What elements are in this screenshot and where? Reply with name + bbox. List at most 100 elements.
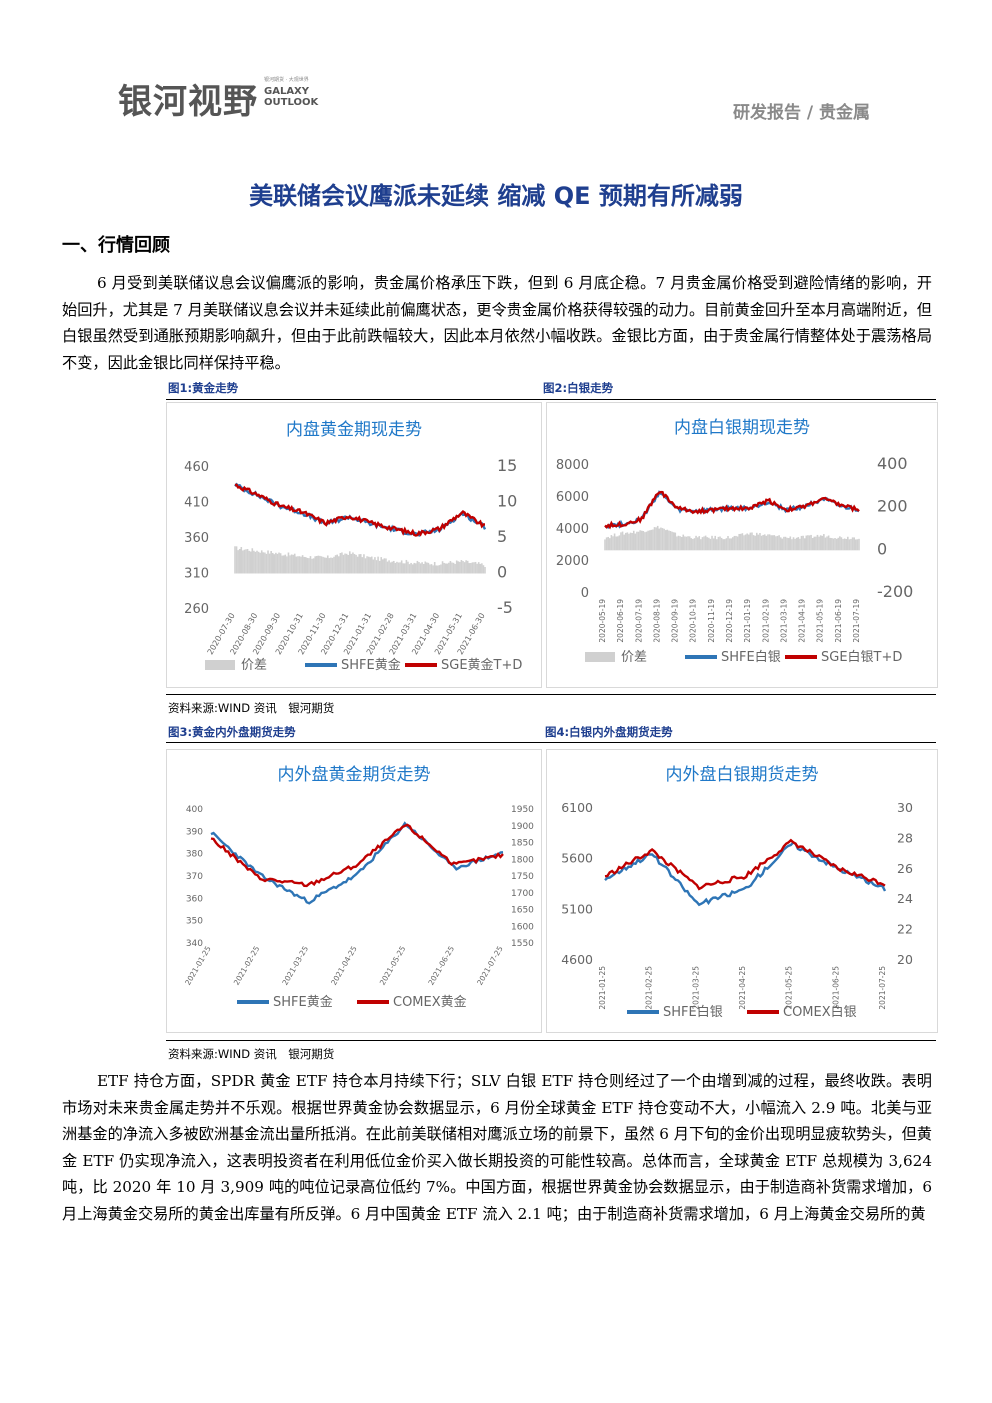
y2-axis-tick-label: -5	[497, 598, 513, 617]
x-axis-tick-label: 2021-07-25	[475, 944, 505, 986]
legend-label: SGE黄金T+D	[441, 657, 522, 673]
x-axis-tick-label: 2021-01-25	[598, 966, 607, 1010]
y2-axis-tick-label: 1950	[511, 805, 534, 815]
y2-axis-tick-label: 1650	[511, 906, 534, 916]
galaxy-outlook-logo: 银河视野 银河期货 · 大观世界 GALAXY OUTLOOK	[118, 74, 338, 122]
legend-label: 价差	[241, 658, 267, 673]
legend-swatch	[205, 660, 235, 670]
logo-en-line1: GALAXY	[264, 86, 310, 97]
chart-panel-silver-spot: 内盘白银期现走势 8000 6000 4000 2000 0 400 200 0 -200 2020…	[546, 402, 938, 688]
chart-title: 内外盘黄金期货走势	[278, 765, 431, 785]
y2-axis-tick-label: -200	[877, 582, 913, 601]
report-title: 美联储会议鹰派未延续 缩减 QE 预期有所减弱	[249, 182, 743, 210]
y-axis-tick-label: 460	[184, 460, 209, 475]
x-axis-tick-label: 2020-08-19	[652, 599, 661, 643]
y-axis-tick-label: 6100	[561, 800, 593, 815]
y2-axis-tick-label: 1700	[511, 889, 534, 899]
y2-axis-tick-label: 22	[897, 922, 913, 937]
y-axis-tick-label: 6000	[556, 490, 589, 505]
x-axis-tick-label: 2021-03-25	[691, 966, 700, 1010]
logo-tagline: 银河期货 · 大观世界	[264, 77, 309, 83]
x-axis-tick-label: 2021-03-25	[280, 944, 310, 986]
x-axis-tick-label: 2020-06-19	[616, 599, 625, 643]
y-axis-tick-label: 8000	[556, 458, 589, 473]
y2-axis-tick-label: 1600	[511, 922, 534, 932]
series-line	[604, 840, 887, 907]
y-axis-tick-label: 2000	[556, 554, 589, 569]
x-axis-tick-label: 2021-07-19	[852, 599, 861, 643]
y2-axis-tick-label: 26	[897, 861, 913, 876]
x-axis-tick-label: 2021-06-25	[831, 966, 840, 1010]
paragraph-etf-holdings: ETF 持仓方面，SPDR 黄金 ETF 持仓本月持续下行；SLV 白银 ETF…	[62, 1072, 932, 1223]
chart-panel-gold-spot: 内盘黄金期现走势 460 410 360 310 260 15 10 5 0 -5 2020-07-3…	[166, 402, 542, 688]
paragraph-market-review: 6 月受到美联储议息会议偏鹰派的影响，贵金属价格承压下跌，但到 6 月底企稳。7…	[62, 274, 932, 372]
series-line	[604, 838, 886, 891]
y-axis-tick-label: 260	[184, 602, 209, 617]
series-line	[604, 490, 860, 529]
y-axis-tick-label: 4000	[556, 522, 589, 537]
legend-label: SHFE白银	[721, 649, 781, 665]
chart-gold-futures-domestic-foreign: 内外盘黄金期货走势 400 390 380 370 360 350 340 1950 1900 18…	[183, 765, 534, 1010]
x-axis-tick-label: 2021-07-25	[878, 966, 887, 1010]
table-rule-bottom	[166, 1040, 936, 1041]
y-axis-tick-label: 370	[186, 872, 203, 882]
y-axis-tick-label: 5100	[561, 901, 593, 916]
x-axis-tick-label: 2021-02-25	[645, 966, 654, 1010]
x-axis-tick-label: 2021-02-25	[232, 944, 262, 986]
x-axis-tick-label: 2021-02-19	[761, 599, 770, 643]
chart-title: 内盘白银期现走势	[674, 418, 810, 438]
x-axis-tick-label: 2021-05-19	[816, 599, 825, 643]
series-line	[234, 483, 485, 537]
x-axis-tick-label: 2021-04-25	[329, 944, 359, 986]
y-axis-tick-label: 340	[186, 939, 203, 949]
x-axis-tick-label: 2020-12-19	[725, 599, 734, 643]
figure-1-label: 图1:黄金走势	[168, 381, 239, 395]
y2-axis-tick-label: 24	[897, 891, 913, 906]
series-line	[234, 482, 487, 537]
y2-axis-tick-label: 1800	[511, 855, 534, 865]
x-axis-tick-label: 2020-07-19	[634, 599, 643, 643]
y-axis-tick-label: 360	[184, 531, 209, 546]
table-rule-top-2	[166, 742, 936, 743]
logo-en-line2: OUTLOOK	[264, 97, 319, 108]
y2-axis-tick-label: 200	[877, 497, 908, 516]
legend-label: SGE白银T+D	[821, 649, 902, 665]
y2-axis-tick-label: 400	[877, 454, 908, 473]
chart-title: 内盘黄金期现走势	[286, 420, 422, 440]
legend-label: 价差	[621, 650, 647, 665]
y2-axis-tick-label: 1750	[511, 872, 534, 882]
source-note-2: 资料来源:WIND 资讯 银河期货	[168, 1047, 335, 1061]
y2-axis-tick-label: 5	[497, 527, 507, 546]
figure-4-label: 图4:白银内外盘期货走势	[545, 725, 673, 739]
section-heading: 一、行情回顾	[62, 235, 170, 256]
y2-axis-tick-label: 10	[497, 492, 517, 511]
y2-axis-tick-label: 15	[497, 456, 517, 475]
legend-label: COMEX白银	[783, 1004, 857, 1020]
chart-silver-futures-domestic-foreign: 内外盘白银期货走势 6100 5600 5100 4600 30 28 26 24 22 20 202…	[561, 765, 913, 1020]
x-axis-tick-label: 2020-11-19	[707, 599, 716, 643]
x-axis-tick-label: 2020-09-19	[671, 599, 680, 643]
x-axis-tick-label: 2021-03-19	[779, 599, 788, 643]
x-axis-tick-label: 2021-04-25	[738, 966, 747, 1010]
y-axis-tick-label: 410	[184, 496, 209, 511]
x-axis-tick-label: 2021-01-19	[743, 599, 752, 643]
table-rule-top	[166, 399, 936, 400]
x-axis-tick-label: 2021-01-25	[183, 944, 213, 986]
y2-axis-tick-label: 1900	[511, 822, 534, 832]
x-axis-tick-label: 2021-06-25	[426, 944, 456, 986]
y-axis-tick-label: 310	[184, 567, 209, 582]
series-line	[604, 490, 860, 530]
legend-label: SHFE白银	[663, 1004, 723, 1020]
y2-axis-tick-label: 0	[877, 539, 887, 558]
chart-panel-gold-futures: 内外盘黄金期货走势 400 390 380 370 360 350 340 1950 1900 18…	[166, 749, 542, 1033]
logo-english: GALAXY OUTLOOK	[264, 86, 318, 108]
y2-axis-tick-label: 20	[897, 952, 913, 967]
source-note-1: 资料来源:WIND 资讯 银河期货	[168, 701, 335, 715]
legend-label: SHFE黄金	[341, 657, 401, 673]
chart-silver-spot-futures: 内盘白银期现走势800060004000200004002000-2002020…	[556, 418, 913, 665]
x-axis-tick-label: 2021-06-19	[834, 599, 843, 643]
legend-swatch	[585, 652, 615, 662]
logo-chinese: 银河视野	[118, 82, 258, 122]
y-axis-tick-label: 0	[581, 586, 589, 601]
x-axis-tick-label: 2021-05-25	[378, 944, 408, 986]
